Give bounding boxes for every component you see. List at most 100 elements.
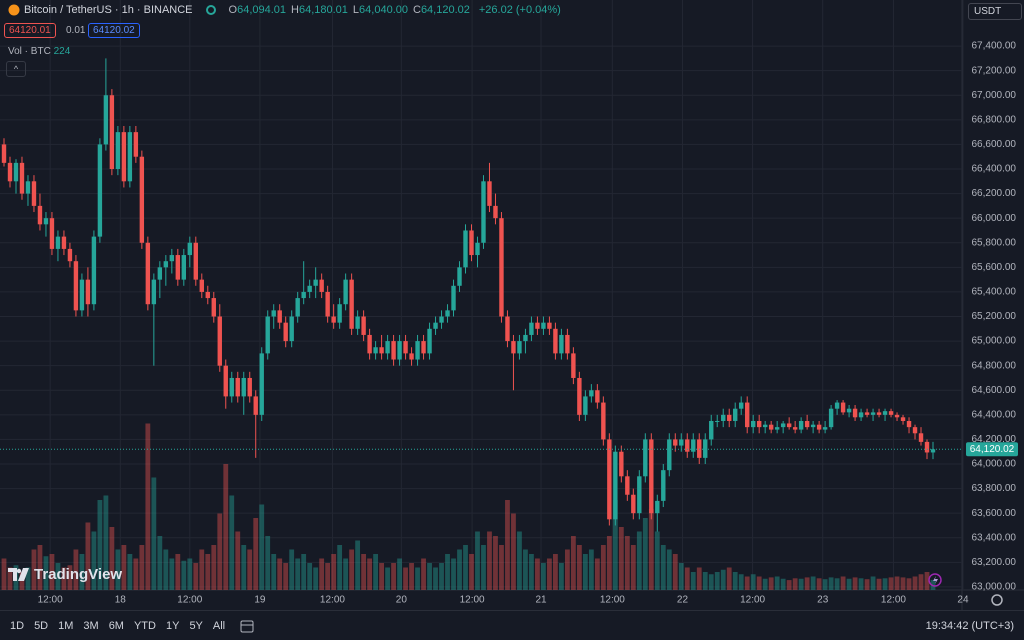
candle-body — [595, 390, 600, 403]
candle-body — [505, 316, 510, 342]
range-button[interactable]: 1D — [10, 620, 25, 632]
range-button[interactable]: All — [212, 620, 226, 632]
candle-body — [804, 420, 810, 428]
volume-bar — [91, 531, 97, 590]
volume-bar — [523, 549, 528, 590]
candle-body — [900, 417, 906, 421]
volume-bar — [445, 554, 450, 590]
range-button[interactable]: 1Y — [165, 620, 180, 632]
volume-bar — [1, 558, 7, 590]
candle-body — [409, 353, 414, 360]
buy-button[interactable]: 64120.02 — [88, 23, 140, 38]
volume-bar — [217, 513, 223, 590]
symbol-title[interactable]: Bitcoin / TetherUS · 1h · BINANCE — [24, 4, 193, 16]
settings-icon — [991, 594, 1003, 606]
range-button[interactable]: 1M — [58, 620, 74, 632]
currency-button[interactable]: USDT — [968, 3, 1022, 20]
range-button[interactable]: 5D — [34, 620, 49, 632]
candle-body — [625, 476, 630, 495]
candle-body — [73, 261, 79, 311]
candle-body — [535, 322, 540, 329]
y-tick-label: 66,400.00 — [972, 164, 1017, 175]
y-tick-label: 64,200.00 — [972, 434, 1017, 445]
y-tick-label: 63,200.00 — [972, 557, 1017, 568]
candle-body — [115, 132, 121, 170]
volume-bar — [283, 563, 289, 590]
volume-bar — [714, 572, 720, 590]
ohlc-values: O64,094.01 H64,180.01 L64,040.00 C64,120.02 — [229, 4, 475, 16]
candle-body — [55, 236, 61, 249]
candle-body — [451, 285, 456, 311]
volume-bar — [600, 545, 606, 590]
candle-body — [181, 255, 187, 280]
candle-body — [930, 449, 936, 453]
candle-body — [373, 347, 378, 354]
range-button[interactable]: YTD — [133, 620, 156, 632]
volume-bar — [804, 577, 810, 590]
candle-body — [631, 494, 636, 514]
candle-body — [193, 242, 198, 280]
volume-bar — [535, 558, 540, 590]
candle-body — [439, 316, 444, 323]
candle-body — [7, 162, 13, 182]
y-tick-label: 65,400.00 — [972, 287, 1017, 298]
volume-bar — [319, 558, 325, 590]
candle-body — [433, 322, 438, 329]
candle-body — [571, 353, 576, 378]
volume-legend: Vol · BTC 224 — [8, 46, 70, 57]
candle-body — [888, 411, 894, 415]
ohlc-value: 64,120.02 — [420, 4, 470, 16]
volume-bar — [780, 578, 786, 590]
candle-body — [697, 439, 702, 458]
candle-body — [780, 423, 786, 428]
candle-body — [721, 414, 726, 421]
volume-bar — [864, 579, 870, 590]
volume-bar — [475, 531, 480, 590]
volume-bar — [151, 477, 157, 590]
volume-bar — [55, 563, 61, 590]
volume-bar — [73, 549, 79, 590]
candle-body — [511, 341, 516, 354]
legend-header: Bitcoin / TetherUS · 1h · BINANCE O64,09… — [8, 4, 566, 16]
volume-bar — [654, 531, 660, 590]
x-tick-label: 24 — [957, 595, 969, 606]
candle-body — [127, 132, 133, 182]
range-button[interactable]: 6M — [108, 620, 124, 632]
volume-bar — [684, 567, 690, 590]
y-tick-label: 63,600.00 — [972, 508, 1017, 519]
volume-bar — [756, 576, 762, 590]
volume-bar — [828, 577, 834, 590]
candle-body — [840, 402, 846, 413]
y-tick-label: 67,000.00 — [972, 90, 1017, 101]
candle-body — [199, 279, 204, 292]
volume-bar — [301, 554, 307, 590]
candle-body — [810, 424, 816, 428]
volume-bar — [822, 579, 828, 590]
volume-bar — [660, 545, 666, 590]
volume-bar — [103, 495, 109, 590]
collapse-button[interactable]: ^ — [6, 61, 26, 77]
volume-bar — [511, 513, 516, 590]
x-tick-label: 12:00 — [320, 595, 345, 606]
y-tick-label: 65,200.00 — [972, 311, 1017, 322]
candle-body — [151, 279, 157, 305]
volume-bar — [726, 567, 732, 590]
volume-bar — [259, 504, 265, 590]
range-buttons: 1D 5D 1M 3M 6M YTD 1Y 5Y All — [0, 620, 225, 632]
candle-body — [325, 291, 330, 317]
candle-body — [217, 316, 222, 366]
range-button[interactable]: 3M — [83, 620, 99, 632]
logo-text: TradingView — [34, 566, 123, 583]
price-axis — [962, 0, 1024, 610]
volume-bar — [277, 558, 283, 590]
ohlc-key: O — [228, 4, 238, 16]
candle-body — [337, 304, 342, 323]
logo: TradingView — [8, 566, 122, 583]
sell-button[interactable]: 64120.01 — [4, 23, 56, 38]
date-range-icon[interactable] — [239, 618, 255, 634]
volume-bar — [313, 567, 319, 590]
candle-body — [756, 420, 762, 428]
volume-bar — [858, 578, 864, 590]
candle-body — [918, 433, 924, 442]
range-button[interactable]: 5Y — [189, 620, 203, 632]
